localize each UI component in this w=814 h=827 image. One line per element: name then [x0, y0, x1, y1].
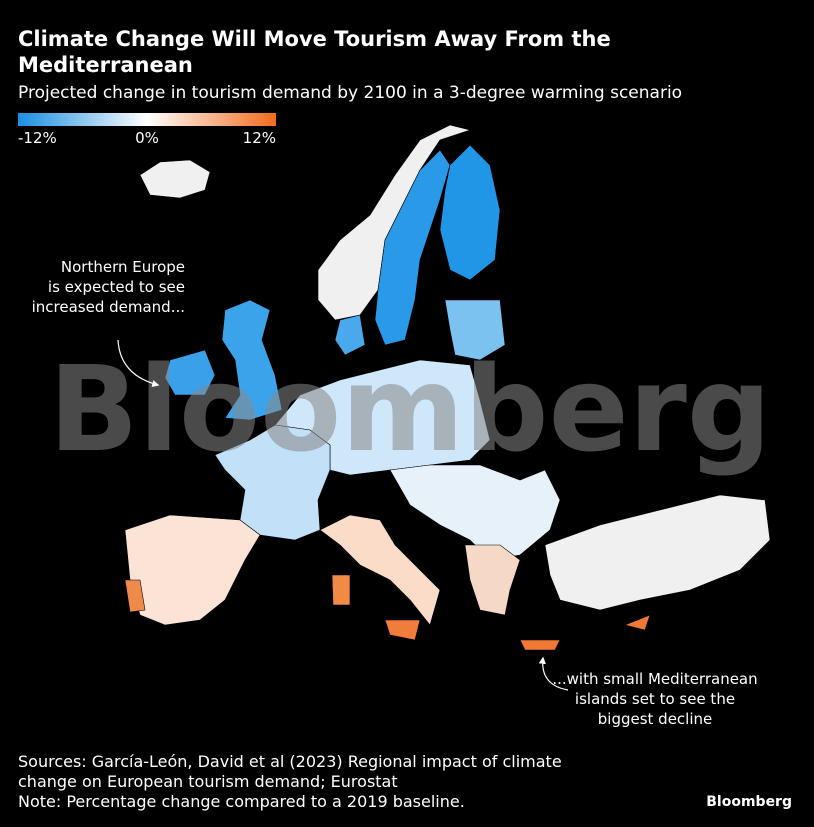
region [124, 579, 146, 613]
annotation: ...with small Mediterranean [552, 670, 757, 688]
region [214, 424, 331, 541]
arrow [538, 656, 569, 691]
region [334, 314, 366, 356]
region [139, 159, 211, 199]
note: Note: Percentage change compared to a 20… [18, 792, 465, 811]
annotation: biggest decline [598, 710, 713, 728]
annotation: increased demand... [32, 298, 185, 316]
legend-label: 0% [135, 129, 159, 147]
subtitle: Projected change in tourism demand by 21… [18, 83, 682, 103]
region [464, 544, 521, 616]
region [374, 149, 451, 346]
source: change on European tourism demand; Euros… [18, 772, 398, 791]
annotation: Northern Europe [61, 258, 185, 276]
region [317, 124, 472, 321]
watermark: Bloomberg [49, 340, 772, 478]
annotation: islands set to see the [575, 690, 735, 708]
region [544, 494, 771, 611]
arrow [117, 339, 160, 388]
title: Mediterranean [18, 53, 193, 77]
region [624, 614, 651, 631]
region [319, 514, 441, 626]
region [389, 464, 561, 561]
legend-label: 12% [243, 129, 276, 147]
map [124, 124, 771, 651]
region [444, 299, 506, 361]
region [519, 639, 561, 651]
logo: Bloomberg [706, 794, 792, 810]
region [384, 619, 421, 641]
region [124, 514, 261, 626]
region [164, 349, 216, 396]
source: Sources: García-León, David et al (2023)… [18, 752, 562, 771]
region [221, 299, 283, 421]
annotation: is expected to see [48, 278, 185, 296]
legend-bar [18, 113, 276, 126]
region [439, 144, 501, 281]
title: Climate Change Will Move Tourism Away Fr… [18, 27, 611, 51]
region [331, 574, 351, 606]
legend-label: -12% [18, 129, 57, 147]
